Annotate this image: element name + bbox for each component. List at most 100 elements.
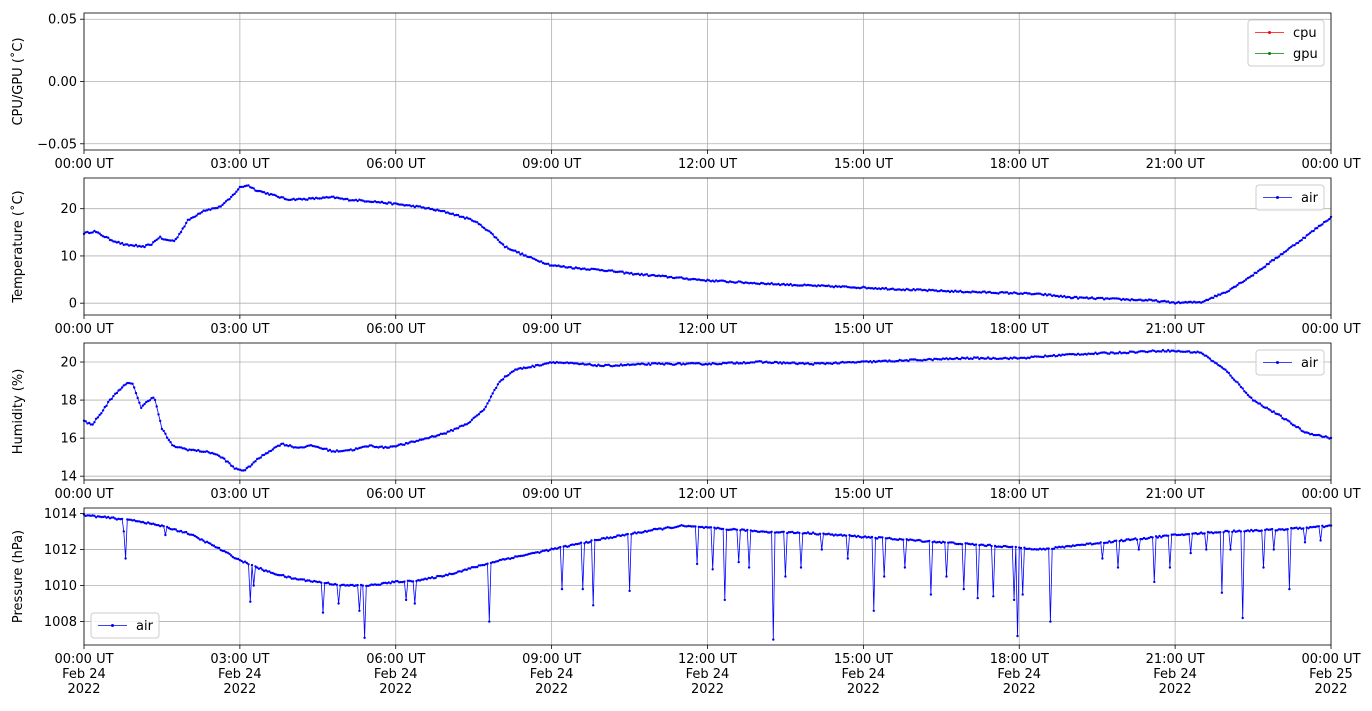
data-point (1127, 351, 1130, 355)
data-point (1222, 291, 1225, 294)
data-point (1090, 296, 1094, 299)
data-point (443, 432, 446, 435)
data-point (593, 364, 597, 367)
legend-label-air: air (1301, 356, 1319, 371)
data-point (659, 527, 662, 530)
x-tick-label-line: 00:00 UT (1301, 487, 1360, 502)
data-point (162, 429, 165, 433)
data-point (678, 276, 681, 279)
data-point (1196, 301, 1199, 304)
data-point (1293, 526, 1296, 530)
data-point (119, 388, 122, 391)
data-point (1255, 271, 1258, 275)
x-tick-label-line: 2022 (535, 682, 568, 697)
data-point (929, 289, 933, 292)
data-point (491, 392, 494, 395)
data-point (780, 362, 784, 365)
data-point (1248, 276, 1251, 279)
data-point (133, 519, 136, 522)
data-point (886, 288, 889, 291)
data-point (458, 425, 461, 428)
data-point (344, 584, 347, 587)
data-point (282, 442, 285, 445)
data-point (318, 197, 321, 200)
data-point (476, 414, 479, 417)
data-point (476, 221, 479, 224)
data-point (262, 569, 266, 573)
x-tick-label-line: 2022 (1314, 682, 1347, 697)
data-point (547, 549, 550, 553)
data-point (455, 213, 458, 217)
data-point (1172, 301, 1175, 304)
data-point (1076, 352, 1080, 355)
data-point (1141, 537, 1144, 541)
data-point (1277, 413, 1281, 416)
data-point (1310, 432, 1314, 436)
data-point (659, 362, 662, 366)
data-point (122, 243, 126, 247)
data-point (751, 361, 754, 364)
data-point (1061, 353, 1064, 356)
data-point (1296, 241, 1300, 245)
data-point (593, 267, 597, 271)
data-point (1319, 224, 1322, 227)
data-point (328, 196, 332, 199)
x-tick-label-line: Feb 24 (218, 667, 262, 682)
data-point (1083, 543, 1087, 547)
data-point (1288, 420, 1291, 423)
data-point (122, 384, 126, 387)
data-point (687, 362, 690, 365)
x-tick-label: 12:00 UT (678, 322, 737, 337)
data-point (320, 581, 323, 584)
data-point (1104, 351, 1108, 354)
data-point (1158, 350, 1161, 353)
data-point (718, 279, 721, 282)
data-point (93, 514, 96, 517)
x-tick-label: 15:00 UT (834, 487, 893, 502)
x-tick-label-line: 21:00 UT (1146, 157, 1205, 172)
data-point (1044, 354, 1047, 357)
data-point (863, 535, 867, 538)
data-point (1217, 293, 1220, 296)
data-point (562, 361, 565, 365)
data-point (592, 604, 595, 607)
data-point (895, 359, 898, 363)
data-point (527, 255, 531, 259)
data-point (708, 279, 711, 282)
data-point (756, 282, 759, 285)
data-point (919, 288, 922, 291)
data-point (822, 362, 825, 365)
data-point (578, 363, 581, 366)
x-tick-label-line: 03:00 UT (210, 487, 269, 502)
data-point (165, 525, 169, 529)
data-point (399, 443, 403, 446)
data-point (280, 574, 283, 577)
data-point (1068, 352, 1071, 356)
data-point (621, 364, 624, 367)
data-point (891, 287, 894, 290)
data-point (548, 264, 552, 267)
data-point (465, 568, 468, 571)
data-point (583, 542, 586, 545)
x-tick-label-line: Feb 24 (374, 667, 418, 682)
data-point (1258, 402, 1262, 405)
data-point (955, 542, 959, 546)
data-point (1061, 295, 1064, 299)
data-point (898, 288, 901, 291)
data-point (572, 267, 576, 270)
data-point (216, 206, 219, 210)
data-point (1212, 532, 1215, 535)
data-point (517, 367, 520, 370)
series-markers-air (82, 348, 1333, 472)
data-point (358, 609, 361, 612)
y-tick-label: 20 (60, 356, 77, 371)
x-tick-label-line: 00:00 UT (54, 652, 113, 667)
data-point (1173, 302, 1177, 305)
data-point (1160, 536, 1163, 539)
data-point (545, 262, 548, 266)
panel-3: 14 16 18 20 00:00 UT 03:00 UT 06:00 UT 09:00 UT… (11, 342, 1361, 502)
data-point (1167, 348, 1170, 352)
data-point (496, 383, 500, 386)
data-point (903, 566, 907, 569)
data-point (981, 290, 985, 293)
